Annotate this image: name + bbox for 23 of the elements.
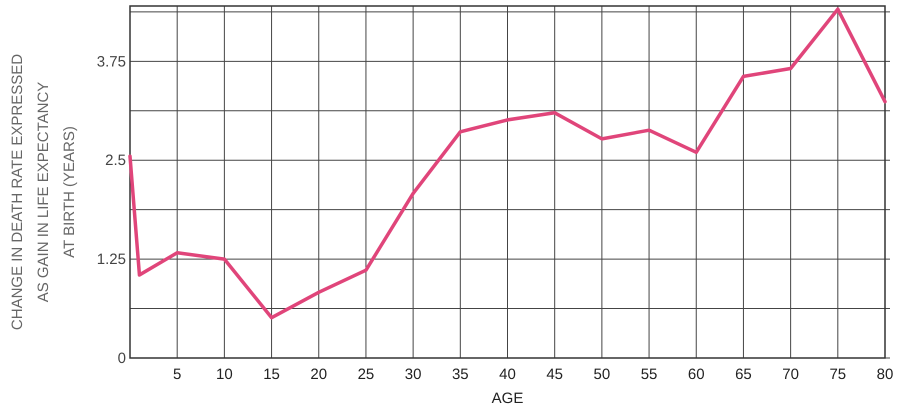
x-tick-label: 80 xyxy=(876,366,894,383)
x-tick-label: 30 xyxy=(404,366,422,383)
x-tick-label: 35 xyxy=(452,366,469,383)
y-tick-label: 1.25 xyxy=(96,251,126,268)
x-tick-label: 15 xyxy=(263,366,280,383)
line-series xyxy=(128,7,887,320)
x-tick-label: 60 xyxy=(688,366,705,383)
y-tick-label: 2.5 xyxy=(105,152,126,170)
x-tick-label: 65 xyxy=(735,366,752,383)
x-tick-label: 55 xyxy=(640,366,658,383)
x-tick-label: 50 xyxy=(594,366,610,383)
y-axis-title: CHANGE IN DEATH RATE EXPRESSED AS GAIN IN LIFE EXPECTANCY AT BIRTH (YEARS) xyxy=(9,54,78,330)
y-tick-label: 3.75 xyxy=(96,53,126,70)
x-tick-label: 75 xyxy=(829,366,846,383)
x-tick-label: 10 xyxy=(216,366,233,383)
x-tick-label: 20 xyxy=(310,366,328,383)
x-tick-label: 45 xyxy=(546,366,564,383)
x-tick-label: 40 xyxy=(499,366,516,383)
x-tick-label: 70 xyxy=(782,366,799,383)
x-tick-label: 25 xyxy=(358,366,374,383)
x-tick-label: 5 xyxy=(173,366,182,383)
x-axis-title: AGE xyxy=(492,390,524,407)
y-tick-label: 0 xyxy=(118,350,126,367)
